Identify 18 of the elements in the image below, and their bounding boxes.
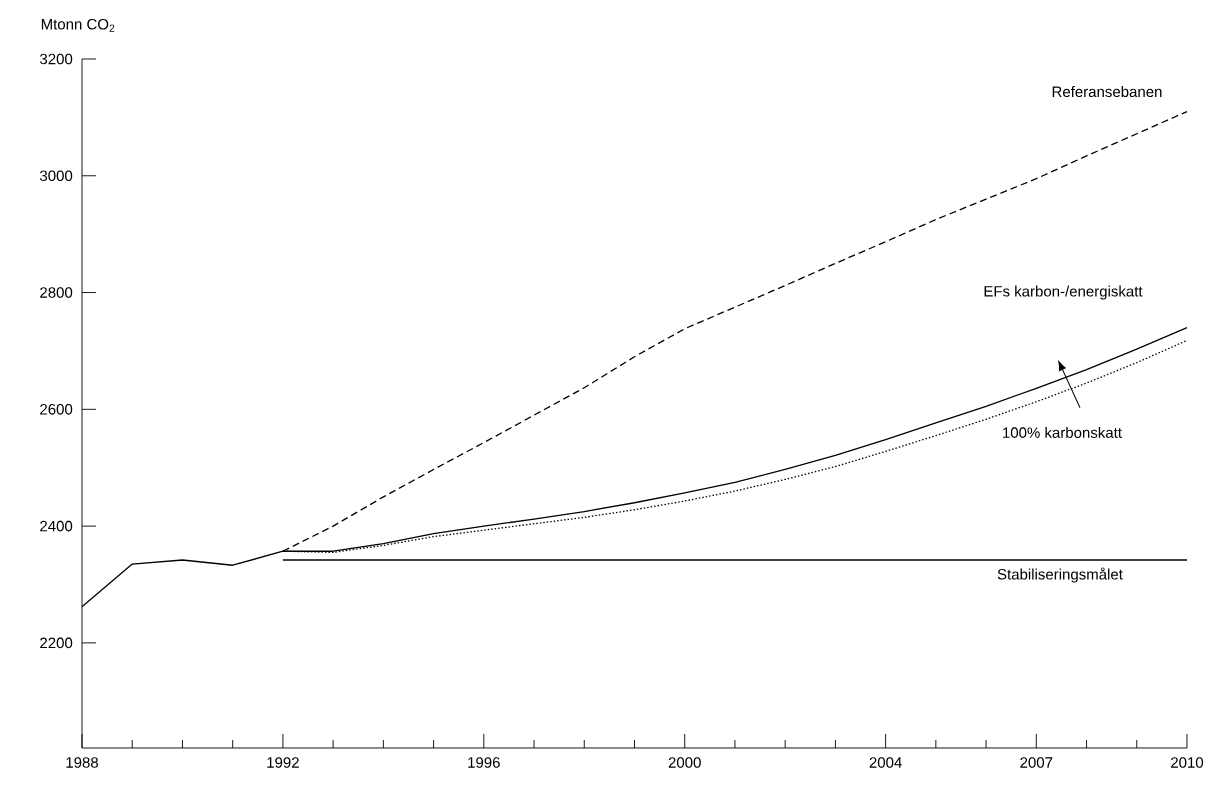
text: EFs karbon-/energiskatt — [984, 285, 1143, 300]
series-label: 100% karbonskatt — [1003, 426, 1122, 438]
y-axis-title: Mtonn CO$_{2}$ — [41, 18, 115, 32]
x-tick-label: 1992 — [267, 757, 299, 768]
x-tick-label: 2000 — [668, 757, 701, 768]
x-tick-label: 1996 — [468, 757, 500, 768]
x-tick-label: 2004 — [869, 757, 902, 768]
y-tick-label: 3200 — [40, 53, 73, 65]
x-tick-label: 1988 — [66, 757, 99, 768]
x-tick-label: 2007 — [1020, 757, 1053, 768]
series-label: Stabiliseringsmålet — [997, 567, 1123, 583]
y-tick-label: 3000 — [40, 170, 73, 182]
y-tick-label: 2200 — [40, 637, 73, 649]
x-tick-label: 2010 — [1171, 757, 1204, 768]
y-tick-label: 2800 — [40, 287, 73, 298]
series-label: Referansebanen — [1052, 86, 1162, 98]
y-tick-label: 2600 — [40, 404, 73, 415]
y-tick-label: 2400 — [40, 520, 73, 532]
